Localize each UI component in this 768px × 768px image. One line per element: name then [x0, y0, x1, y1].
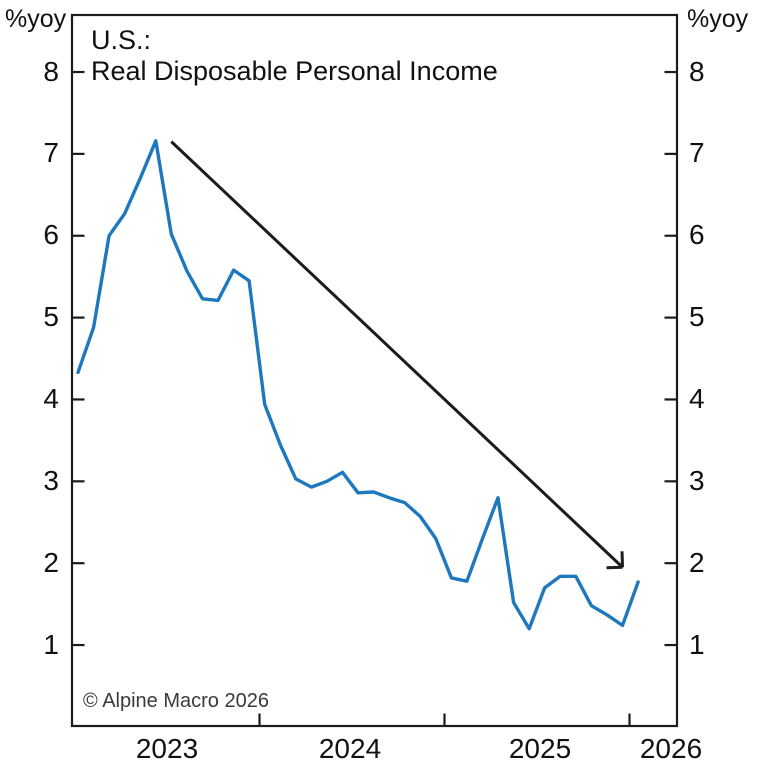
x-tick-label-2025: 2025 — [508, 733, 572, 764]
y-axis-label-left-6: 6 — [43, 219, 59, 251]
x-tick-label-2024: 2024 — [318, 733, 382, 764]
y-axis-unit-left: %yoy — [5, 5, 67, 33]
x-tick-label-2023: 2023 — [135, 733, 199, 764]
y-axis-label-left-7: 7 — [43, 137, 59, 169]
y-axis-label-right-3: 3 — [689, 464, 705, 496]
y-axis-label-left-1: 1 — [43, 628, 59, 660]
y-axis-label-right-7: 7 — [689, 137, 705, 169]
y-axis-label-left-4: 4 — [43, 382, 59, 414]
y-axis-label-right-4: 4 — [689, 382, 705, 414]
y-axis-label-right-6: 6 — [689, 219, 705, 251]
trend-arrow-shaft — [170, 140, 624, 569]
y-axis-label-right-8: 8 — [689, 55, 705, 87]
y-axis-label-right-1: 1 — [689, 628, 705, 660]
y-axis-label-left-2: 2 — [43, 546, 59, 578]
plot-border — [70, 13, 679, 728]
y-axis-label-right-5: 5 — [689, 301, 705, 333]
income-yoy-line — [76, 139, 640, 631]
chart-title-line1: U.S.: — [91, 25, 152, 55]
y-axis-label-left-8: 8 — [43, 55, 59, 87]
y-axis-label-left-5: 5 — [43, 301, 59, 333]
x-tick-label-2026: 2026 — [639, 733, 703, 764]
chart-title-line2: Real Disposable Personal Income — [91, 56, 498, 86]
copyright-note: © Alpine Macro 2026 — [83, 690, 269, 712]
y-axis-label-right-2: 2 — [689, 546, 705, 578]
y-axis-label-left-3: 3 — [43, 464, 59, 496]
y-axis-unit-right: %yoy — [687, 5, 749, 33]
